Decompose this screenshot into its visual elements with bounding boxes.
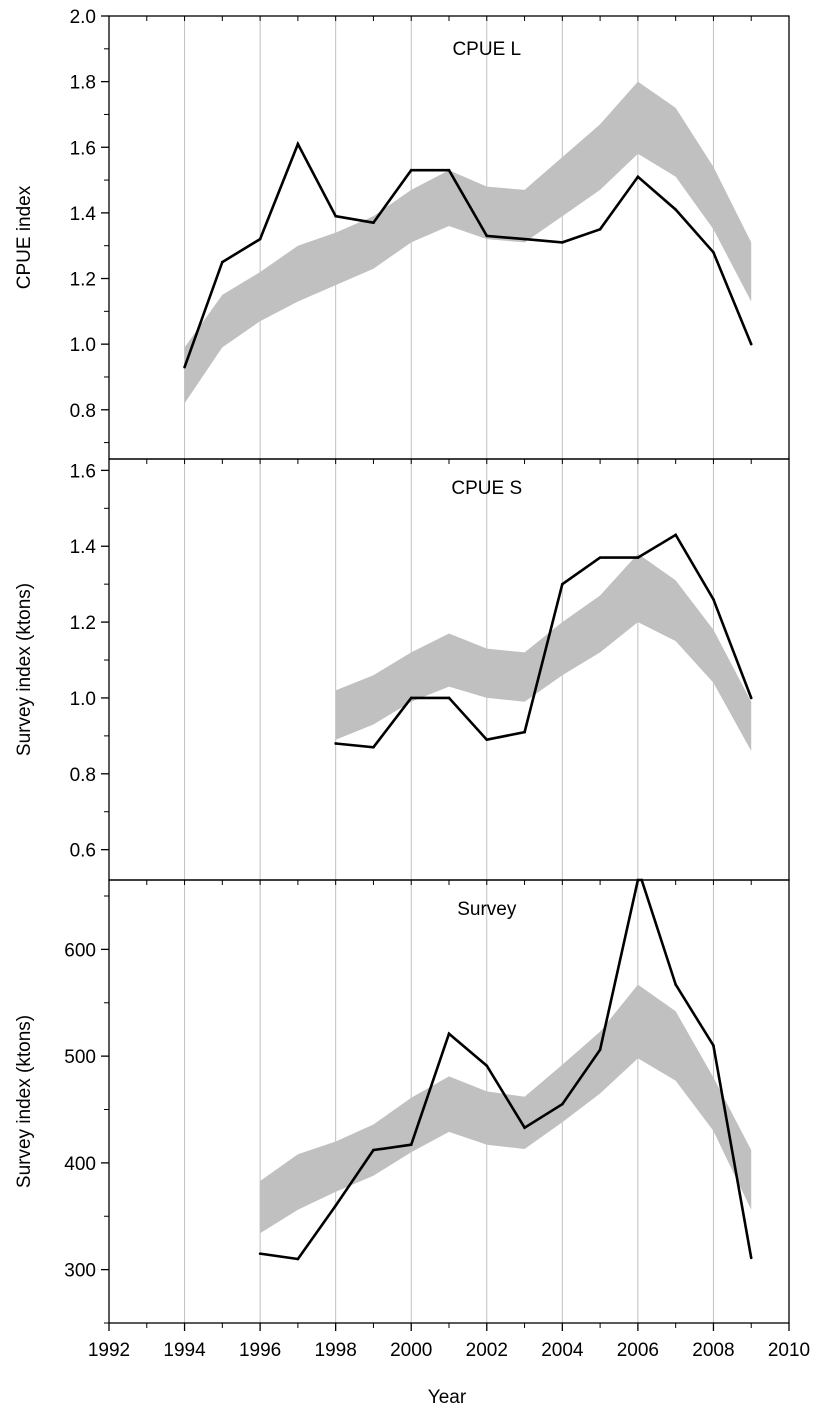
y-tick-label: 400 xyxy=(64,1154,96,1175)
observed-data-point xyxy=(674,533,677,537)
confidence-band xyxy=(260,984,752,1234)
y-axis-label: Survey index (ktons) xyxy=(14,1015,35,1188)
observed-data-point xyxy=(712,250,715,254)
observed-data-point xyxy=(712,598,715,601)
y-tick-label: 300 xyxy=(64,1261,96,1282)
observed-data-point xyxy=(485,1064,489,1068)
panel-2: 0.6 0.8 1.0 1.2 1.4 1.6 CPUE S Survey index (kt… xyxy=(14,458,790,881)
observed-data-point xyxy=(296,1257,300,1261)
panel-frame xyxy=(108,15,790,460)
observed-data-point xyxy=(749,342,753,346)
observed-data-point xyxy=(258,237,262,241)
observed-data-point xyxy=(523,1126,526,1129)
observed-data-point xyxy=(749,696,753,700)
observed-data-point xyxy=(636,556,640,559)
observed-data-point xyxy=(598,227,602,231)
x-tick-label: 1992 xyxy=(88,1340,130,1361)
observed-data-point xyxy=(561,1102,564,1106)
x-tick-label: 2010 xyxy=(768,1340,810,1361)
observed-data-point xyxy=(712,1044,715,1047)
x-tick-label: 2006 xyxy=(617,1340,659,1361)
y-tick-label: 1.4 xyxy=(70,537,97,558)
observed-data-point xyxy=(749,1256,753,1260)
observed-data-point xyxy=(485,234,489,238)
y-tick-label: 0.8 xyxy=(70,765,96,786)
shared-x-axis: 1992 1994 1996 1998 2000 2002 2004 2006 2008 2010 xyxy=(88,1323,810,1361)
observed-data-point xyxy=(561,582,564,586)
observed-data-point xyxy=(447,1032,451,1036)
y-tick-label: 1.6 xyxy=(70,138,96,159)
observed-data-point xyxy=(485,738,489,741)
x-tick-label: 1996 xyxy=(239,1340,281,1361)
y-tick-label: 1.8 xyxy=(70,73,96,94)
observed-data-point xyxy=(334,1204,337,1207)
observed-data-point xyxy=(561,241,564,244)
x-tick-label: 2008 xyxy=(692,1340,734,1361)
x-tick-label: 1998 xyxy=(315,1340,357,1361)
observed-data-point xyxy=(296,142,300,146)
observed-data-point xyxy=(409,696,413,700)
y-tick-label: 1.6 xyxy=(70,461,96,482)
observed-data-point xyxy=(334,742,337,745)
panel-label: CPUE S xyxy=(451,478,522,499)
observed-data-point xyxy=(523,237,526,241)
panel-1: 0.8 1.0 1.2 1.4 1.6 1.8 2.0 CPUE L CPUE index xyxy=(14,7,790,460)
observed-data-point xyxy=(409,168,413,172)
y-tick-label: 1.4 xyxy=(70,204,97,225)
observed-data-point xyxy=(221,260,224,264)
y-tick-label: 1.2 xyxy=(70,613,96,634)
observed-data-point xyxy=(598,556,602,559)
y-tick-label: 500 xyxy=(64,1047,96,1068)
x-tick-label: 1994 xyxy=(163,1340,206,1361)
y-tick-label: 0.6 xyxy=(70,841,96,862)
observed-data-point xyxy=(372,221,375,225)
confidence-band xyxy=(184,81,752,404)
observed-data-point xyxy=(636,175,640,179)
x-tick-label: 2002 xyxy=(466,1340,508,1361)
observed-data-point xyxy=(598,1048,602,1052)
y-tick-label: 1.0 xyxy=(70,689,96,710)
y-axis-label: Survey index (ktons) xyxy=(14,583,35,756)
observed-data-point xyxy=(372,1148,375,1152)
x-tick-label: 2000 xyxy=(390,1340,432,1361)
panel-label: CPUE L xyxy=(452,39,521,60)
observed-data-point xyxy=(258,1252,262,1255)
observed-data-point xyxy=(409,1143,413,1147)
y-tick-label: 1.2 xyxy=(70,270,96,291)
observed-data-point xyxy=(674,983,677,986)
observed-data-point xyxy=(447,696,451,700)
y-tick-label: 2.0 xyxy=(70,7,96,28)
observed-data-point xyxy=(334,214,337,218)
observed-data-point xyxy=(183,365,186,369)
x-tick-label: 2004 xyxy=(541,1340,584,1361)
observed-data-point xyxy=(523,730,526,734)
y-axis-label: CPUE index xyxy=(14,185,35,289)
panel-3: 300 400 500 600 Survey Survey index (ktons) xyxy=(14,878,790,1324)
y-tick-label: 0.8 xyxy=(70,401,96,422)
observed-series-line xyxy=(335,533,753,749)
confidence-band xyxy=(335,553,752,751)
x-axis-label: Year xyxy=(428,1387,467,1408)
y-tick-label: 1.0 xyxy=(70,335,96,356)
observed-data-point xyxy=(674,208,677,211)
observed-data-point xyxy=(372,745,375,749)
observed-data-point xyxy=(447,168,451,172)
observed-series-line xyxy=(183,140,753,368)
panel-label: Survey xyxy=(457,899,517,920)
y-tick-label: 600 xyxy=(64,940,96,961)
